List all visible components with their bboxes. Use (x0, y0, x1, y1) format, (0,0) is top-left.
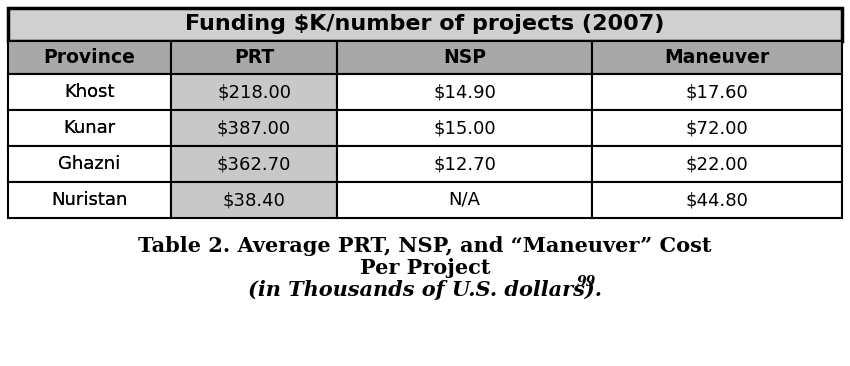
Text: PRT: PRT (234, 48, 275, 67)
Bar (171, 74, 337, 110)
Text: Kunar: Kunar (63, 119, 116, 137)
Text: $22.00: $22.00 (685, 155, 748, 173)
Text: Ghazni: Ghazni (58, 155, 121, 173)
Text: $17.60: $17.60 (685, 83, 748, 101)
Text: N/A: N/A (449, 191, 480, 209)
Text: Kunar: Kunar (63, 119, 116, 137)
Bar (592, 74, 842, 110)
Text: Funding $K/number of projects (2007): Funding $K/number of projects (2007) (185, 15, 665, 34)
Bar (337, 146, 592, 182)
Text: Table 2. Average PRT, NSP, and “Maneuver” Cost: Table 2. Average PRT, NSP, and “Maneuver… (139, 236, 711, 256)
Text: Province: Province (43, 48, 135, 67)
Bar (171, 110, 337, 146)
Bar (592, 41, 842, 74)
Bar (337, 74, 592, 110)
Text: $14.90: $14.90 (434, 83, 496, 101)
Text: Nuristan: Nuristan (51, 191, 128, 209)
Text: Khost: Khost (64, 83, 115, 101)
Text: Per Project: Per Project (360, 258, 490, 278)
Text: Nuristan: Nuristan (51, 191, 128, 209)
Bar (337, 41, 592, 74)
Text: $72.00: $72.00 (685, 119, 748, 137)
Bar (337, 110, 592, 146)
Text: $38.40: $38.40 (223, 191, 286, 209)
Text: $15.00: $15.00 (434, 119, 496, 137)
Bar (8, 74, 171, 110)
Text: 99: 99 (577, 275, 596, 289)
Text: $12.70: $12.70 (434, 155, 496, 173)
Bar (592, 146, 842, 182)
Bar (171, 182, 337, 218)
Bar (592, 182, 842, 218)
Text: $387.00: $387.00 (217, 119, 291, 137)
Bar (171, 41, 337, 74)
Bar (8, 8, 842, 41)
Text: Ghazni: Ghazni (58, 155, 121, 173)
Bar (8, 110, 171, 146)
Text: Khost: Khost (64, 83, 115, 101)
Text: (in Thousands of U.S. dollars).: (in Thousands of U.S. dollars). (248, 280, 602, 300)
Text: $218.00: $218.00 (217, 83, 291, 101)
Bar (8, 182, 171, 218)
Bar (337, 182, 592, 218)
Text: NSP: NSP (443, 48, 486, 67)
Text: $44.80: $44.80 (685, 191, 748, 209)
Bar (171, 146, 337, 182)
Text: Maneuver: Maneuver (664, 48, 769, 67)
Bar (8, 41, 171, 74)
Bar (8, 146, 171, 182)
Text: $362.70: $362.70 (217, 155, 292, 173)
Bar (592, 110, 842, 146)
